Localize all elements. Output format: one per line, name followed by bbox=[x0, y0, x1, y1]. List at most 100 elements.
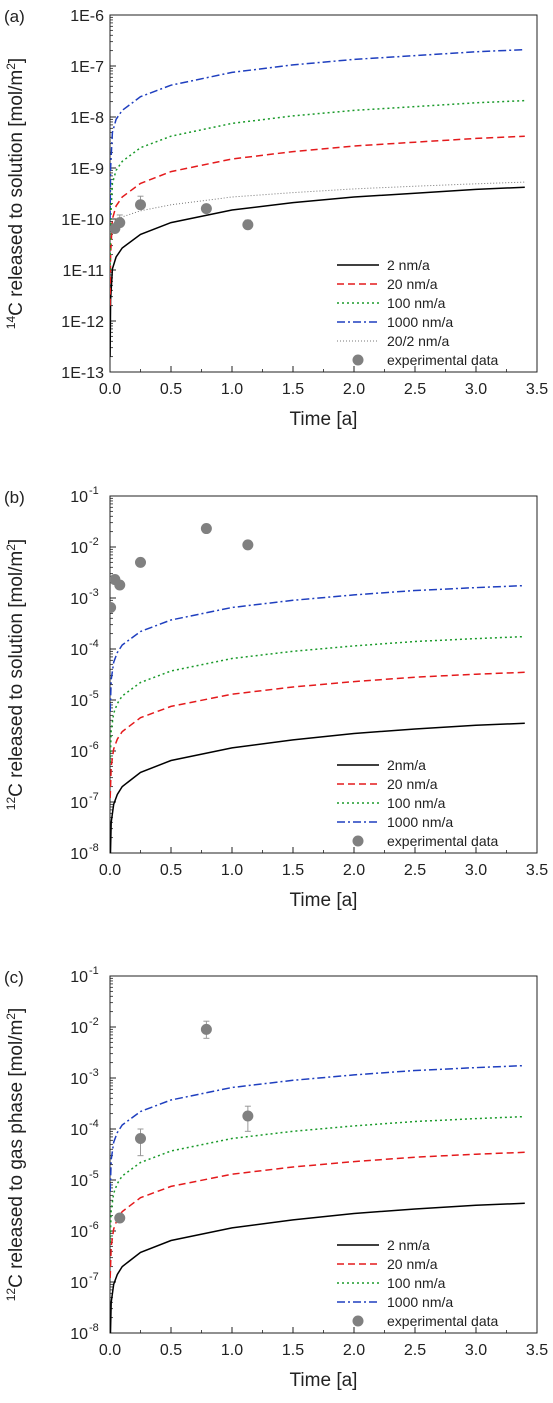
data-point bbox=[200, 203, 212, 215]
x-tick-label: 2.5 bbox=[404, 862, 426, 879]
x-tick-label: 0.5 bbox=[160, 1342, 182, 1359]
y-tick-exponent: -5 bbox=[89, 689, 99, 701]
data-point bbox=[114, 1212, 126, 1224]
y-axis-label: 12C released to gas phase [mol/m2] bbox=[4, 1008, 27, 1302]
panel-label: (a) bbox=[4, 7, 25, 26]
x-tick-label: 2.5 bbox=[404, 381, 426, 398]
y-axis-label-superscript: 2 bbox=[4, 63, 18, 70]
y-tick-label: 1E-7 bbox=[70, 59, 104, 76]
plot-frame bbox=[109, 495, 538, 854]
plot-area bbox=[110, 48, 525, 357]
data-point bbox=[242, 1110, 254, 1122]
panel-label: (c) bbox=[4, 968, 24, 987]
legend-label: 100 nm/a bbox=[387, 795, 446, 811]
x-tick-label: 1.5 bbox=[282, 381, 304, 398]
legend-label: experimental data bbox=[387, 352, 499, 368]
legend-label: experimental data bbox=[387, 1313, 499, 1329]
y-tick-label: 1E-8 bbox=[70, 110, 104, 127]
x-tick-label: 3.0 bbox=[465, 862, 487, 879]
y-tick-label: 10 bbox=[70, 693, 88, 710]
y-tick-exponent: -4 bbox=[89, 1118, 99, 1130]
y-tick-exponent: -7 bbox=[89, 791, 99, 803]
y-tick-label: 10 bbox=[70, 846, 88, 863]
data-point bbox=[135, 199, 146, 211]
data-point bbox=[114, 579, 126, 591]
data-point bbox=[135, 1133, 146, 1145]
x-axis-label: Time [a] bbox=[290, 409, 358, 430]
chart-panel-1: (a) 1E-13 1E-12 1E-11 1E-10 1E-9 1E-8 1E-7 1E-6 0… bbox=[4, 7, 548, 430]
x-tick-label: 0.5 bbox=[160, 381, 182, 398]
legend-label: 2 nm/a bbox=[387, 257, 430, 273]
legend-label: 100 nm/a bbox=[387, 295, 446, 311]
plot-area bbox=[110, 1020, 525, 1333]
x-tick-label: 2.0 bbox=[343, 862, 365, 879]
y-tick-label: 10 bbox=[70, 489, 88, 506]
legend-marker bbox=[352, 1315, 364, 1327]
y-tick-label: 10 bbox=[70, 540, 88, 557]
series-line-3 bbox=[110, 99, 525, 271]
legend-label: 100 nm/a bbox=[387, 1275, 446, 1291]
x-tick-label: 1.0 bbox=[221, 381, 243, 398]
plot-frame bbox=[109, 975, 538, 1334]
y-tick-label: 1E-11 bbox=[62, 263, 104, 280]
x-tick-label: 3.5 bbox=[526, 381, 548, 398]
x-tick-label: 1.5 bbox=[282, 1342, 304, 1359]
y-axis-label-part: ] bbox=[6, 58, 27, 63]
series-line-4 bbox=[110, 584, 525, 712]
y-tick-label: 10 bbox=[70, 969, 88, 986]
data-point bbox=[200, 523, 212, 535]
data-point bbox=[200, 1023, 212, 1035]
legend: 2 nm/a 20 nm/a 100 nm/a 1000 nm/a 20/2 nm/a e… bbox=[337, 257, 499, 368]
plot-area bbox=[110, 523, 525, 853]
y-tick-exponent: -1 bbox=[89, 485, 99, 497]
x-tick-label: 0.5 bbox=[160, 862, 182, 879]
x-axis-label: Time [a] bbox=[290, 890, 358, 911]
legend-marker bbox=[352, 354, 364, 366]
y-tick-label: 10 bbox=[70, 795, 88, 812]
chart-panel-2: (b)10-810-710-610-510-410-310-210 -10.0 0.… bbox=[4, 485, 548, 911]
y-tick-label: 10 bbox=[70, 744, 88, 761]
series-line-2 bbox=[110, 671, 525, 799]
data-point bbox=[135, 556, 146, 568]
y-tick-exponent: -6 bbox=[89, 740, 99, 752]
y-axis-label-superscript: 2 bbox=[4, 544, 18, 551]
y-tick-label: 10 bbox=[70, 1275, 88, 1292]
legend-label: experimental data bbox=[387, 833, 499, 849]
x-tick-label: 3.0 bbox=[465, 1342, 487, 1359]
x-tick-label: 2.5 bbox=[404, 1342, 426, 1359]
legend-label: 20 nm/a bbox=[387, 276, 438, 292]
legend: 2nm/a 20 nm/a 100 nm/a 1000 nm/a experimenta… bbox=[337, 757, 499, 849]
y-tick-label: 1E-12 bbox=[61, 314, 104, 331]
series-line-5 bbox=[110, 181, 525, 235]
legend: 2 nm/a 20 nm/a 100 nm/a 1000 nm/a experiment… bbox=[337, 1237, 499, 1329]
panel-label: (b) bbox=[4, 488, 25, 507]
y-axis-label-superscript: 2 bbox=[4, 1013, 18, 1020]
y-tick-label: 10 bbox=[70, 591, 88, 608]
legend-label: 1000 nm/a bbox=[387, 1294, 453, 1310]
y-axis-label-part: C released to gas phase [mol/m bbox=[6, 1020, 27, 1288]
y-tick-exponent: -5 bbox=[89, 1169, 99, 1181]
y-tick-label: 10 bbox=[70, 1224, 88, 1241]
y-tick-exponent: -2 bbox=[89, 536, 99, 548]
y-tick-exponent: -7 bbox=[89, 1271, 99, 1283]
series-line-4 bbox=[110, 1064, 525, 1192]
legend-label: 2 nm/a bbox=[387, 1237, 430, 1253]
x-tick-label: 0.0 bbox=[99, 381, 121, 398]
x-tick-label: 3.5 bbox=[526, 862, 548, 879]
series-line-4 bbox=[110, 48, 525, 220]
legend-label: 20/2 nm/a bbox=[387, 333, 449, 349]
data-point bbox=[114, 217, 126, 229]
legend-label: 1000 nm/a bbox=[387, 814, 453, 830]
y-axis-label-superscript: 14 bbox=[4, 316, 18, 330]
series-line-2 bbox=[110, 135, 525, 306]
y-tick-exponent: -1 bbox=[89, 965, 99, 977]
y-axis-label-superscript: 12 bbox=[4, 797, 18, 811]
data-point bbox=[110, 602, 117, 614]
y-tick-exponent: -3 bbox=[89, 587, 99, 599]
x-tick-label: 1.0 bbox=[221, 862, 243, 879]
series-line-3 bbox=[110, 1115, 525, 1243]
legend-marker bbox=[352, 835, 364, 847]
data-point bbox=[242, 219, 254, 231]
y-tick-label: 10 bbox=[70, 642, 88, 659]
